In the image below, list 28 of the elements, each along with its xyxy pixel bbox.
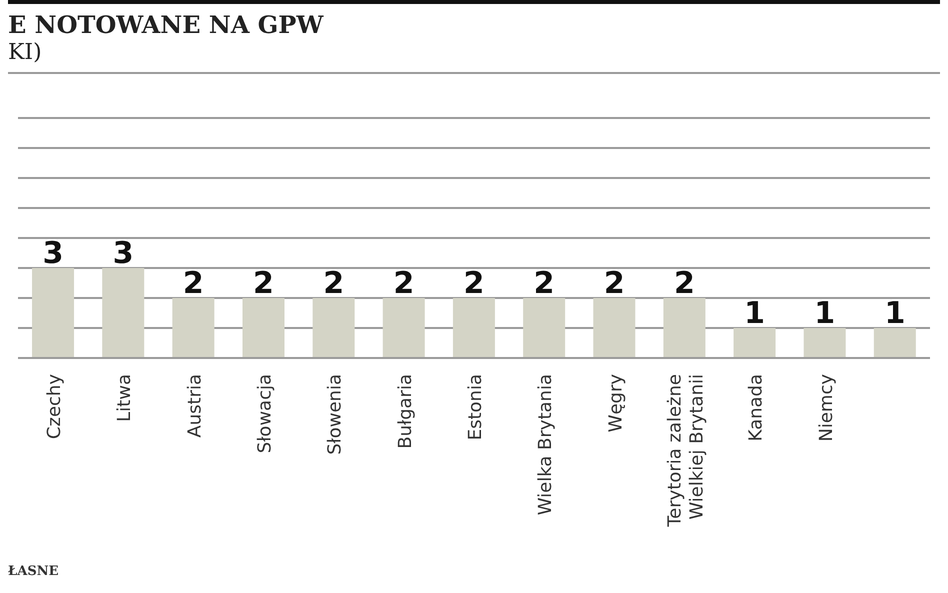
x-tick-label: Węgry bbox=[605, 374, 626, 432]
x-tick-label: Austria bbox=[184, 374, 206, 438]
data-label: 2 bbox=[464, 266, 484, 301]
x-tick-label: Słowenia bbox=[324, 374, 346, 455]
x-tick-label: Czechy bbox=[44, 374, 66, 440]
x-tick-label: Bułgaria bbox=[394, 374, 416, 449]
x-tick-label: Estonia bbox=[465, 374, 486, 440]
x-tick-label: Niemcy bbox=[816, 374, 837, 442]
x-tick-label: Wielka Brytania bbox=[535, 374, 556, 516]
data-label: 2 bbox=[534, 266, 555, 301]
data-label: 2 bbox=[674, 266, 695, 301]
data-label: 1 bbox=[744, 296, 766, 331]
data-label: 2 bbox=[604, 266, 625, 301]
chart-subtitle: KI) bbox=[8, 40, 42, 65]
data-label: 2 bbox=[393, 266, 414, 301]
x-tick-label: Terytoria zależne Wielkiej Brytanii bbox=[664, 374, 708, 528]
data-label: 3 bbox=[42, 236, 64, 271]
data-label: 2 bbox=[323, 266, 344, 301]
data-label: 2 bbox=[182, 266, 204, 301]
data-label: 3 bbox=[112, 236, 134, 271]
data-label: 1 bbox=[884, 296, 906, 331]
data-label: 2 bbox=[253, 266, 274, 301]
x-tick-label: Słowacja bbox=[254, 374, 276, 454]
chart-title: E NOTOWANE NA GPW bbox=[8, 10, 324, 39]
data-label: 1 bbox=[814, 296, 836, 331]
x-tick-label: Litwa bbox=[114, 374, 136, 422]
x-tick-label: Kanada bbox=[746, 374, 767, 442]
text: ŁASNE bbox=[8, 564, 58, 579]
